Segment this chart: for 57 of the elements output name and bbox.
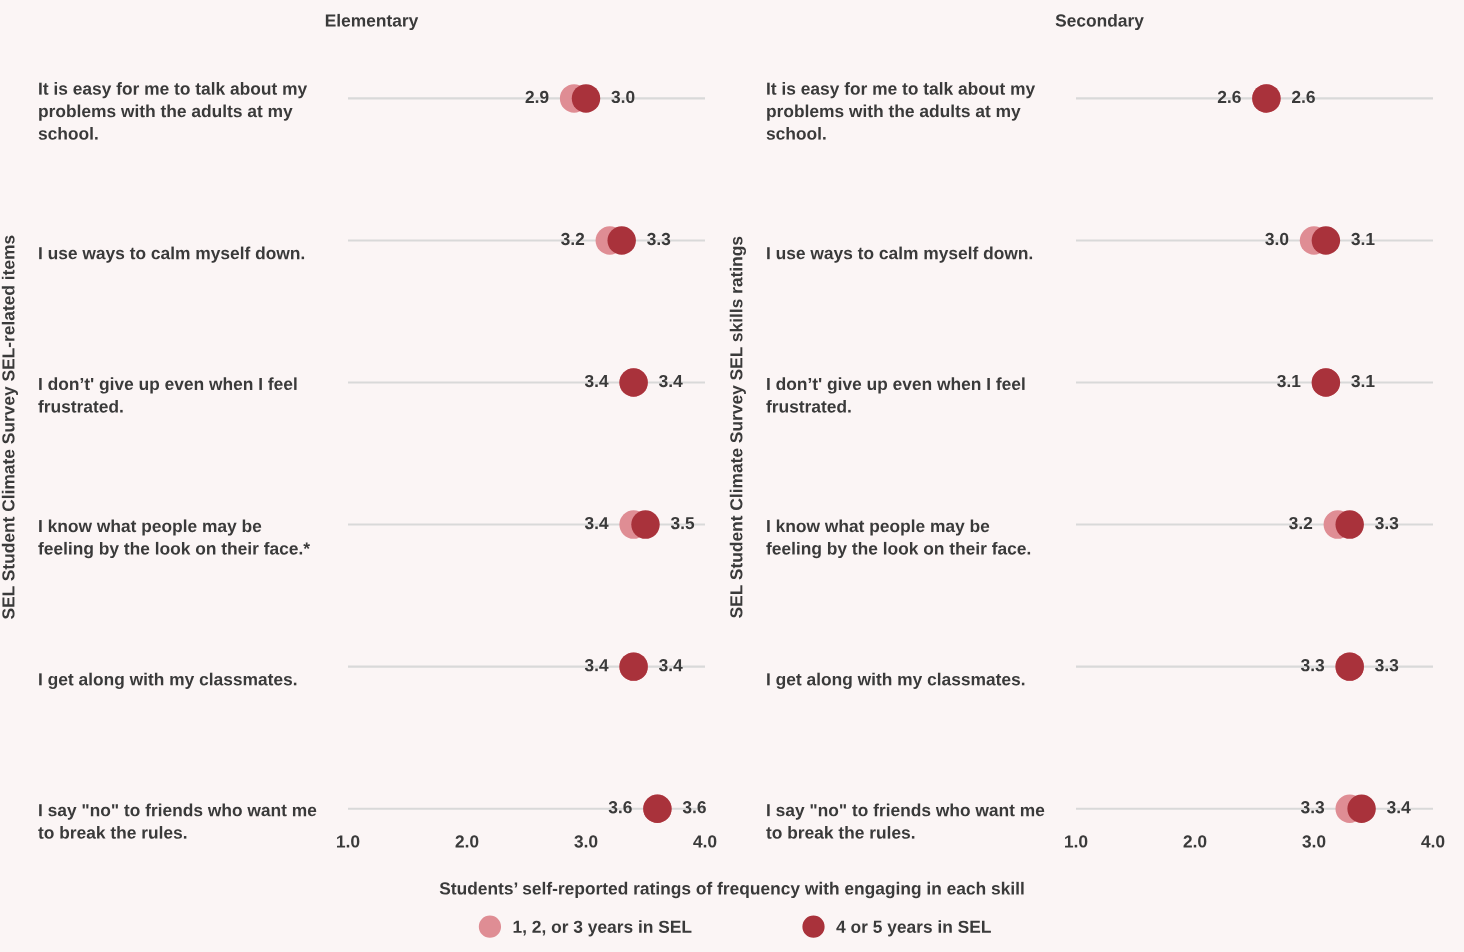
legend-label: 1, 2, or 3 years in SEL xyxy=(513,920,692,937)
data-label: 3.1 xyxy=(1277,374,1301,388)
data-label: 3.2 xyxy=(1289,516,1313,530)
data-label: 3.5 xyxy=(670,516,695,530)
x-tick-label: 2.0 xyxy=(455,835,479,848)
y-tick-label: I know what people may be feeling by the look on their face.* xyxy=(38,519,311,559)
data-label: 3.3 xyxy=(647,232,671,246)
x-tick-label: 4.0 xyxy=(1421,835,1445,848)
data-label: 2.6 xyxy=(1217,90,1241,104)
point xyxy=(1311,226,1341,255)
x-tick-label: 1.0 xyxy=(1065,835,1088,848)
y-tick-label: I get along with my classmates. xyxy=(767,672,1025,689)
data-label: 2.9 xyxy=(525,90,549,104)
y-axis-title: SEL Student Climate Survey SEL-related items xyxy=(1,235,18,620)
point xyxy=(631,510,660,539)
data-label: 3.6 xyxy=(682,801,706,814)
data-label: 3.2 xyxy=(561,232,585,246)
data-label: 3.3 xyxy=(1300,801,1325,814)
x-tick-label: 3.0 xyxy=(1302,835,1326,848)
data-label: 3.4 xyxy=(584,659,609,672)
y-tick-label: I say "no" to friends who want me to break the rules. xyxy=(766,803,1045,839)
data-label: 3.4 xyxy=(584,516,609,530)
chart-title: Elementary xyxy=(325,13,419,31)
data-label: 3.4 xyxy=(1387,801,1411,814)
y-tick-label: I say "no" to friends who want me to break the rules. xyxy=(38,803,317,839)
y-axis-title: SEL Student Climate Survey SEL skills ratings xyxy=(729,236,746,618)
data-label: 3.3 xyxy=(1375,659,1399,672)
data-label: 3.4 xyxy=(659,659,683,672)
y-tick-label: It is easy for me to talk about my problems with the adults at my school. xyxy=(38,82,308,140)
y-tick-label: I don’t' give up even when I feel frustrated. xyxy=(38,377,297,413)
x-tick-label: 1.0 xyxy=(337,835,360,848)
data-label: 3.4 xyxy=(659,374,683,388)
data-label: 3.6 xyxy=(608,801,632,814)
legend-label: 4 or 5 years in SEL xyxy=(836,920,991,937)
point xyxy=(1335,510,1364,539)
data-label: 3.3 xyxy=(1375,516,1399,530)
point xyxy=(571,84,601,113)
point xyxy=(1347,794,1376,823)
y-tick-label: I use ways to calm myself down. xyxy=(767,246,1033,263)
chart-title: Secondary xyxy=(1055,13,1144,31)
y-tick-label: I get along with my classmates. xyxy=(39,672,297,689)
y-tick-label: I don’t' give up even when I feel frustrated. xyxy=(766,377,1025,413)
y-tick-label: It is easy for me to talk about my problems with the adults at my school. xyxy=(766,82,1036,140)
y-tick-label: I know what people may be feeling by the look on their face. xyxy=(766,519,1031,559)
x-tick-label: 2.0 xyxy=(1183,835,1207,848)
y-tick-label: I use ways to calm myself down. xyxy=(39,246,305,263)
data-label: 3.0 xyxy=(611,90,635,104)
data-label: 3.3 xyxy=(1300,659,1325,672)
data-label: 3.4 xyxy=(584,374,609,388)
x-tick-label: 3.0 xyxy=(574,835,598,848)
point xyxy=(607,226,636,255)
data-label: 3.0 xyxy=(1265,232,1289,246)
x-tick-label: 4.0 xyxy=(693,835,717,848)
x-axis-title: Students’ self-reported ratings of frequency with engaging in each skill xyxy=(439,881,1024,899)
data-label: 2.6 xyxy=(1292,90,1315,104)
data-label: 3.1 xyxy=(1351,232,1375,246)
data-label: 3.1 xyxy=(1351,374,1375,388)
